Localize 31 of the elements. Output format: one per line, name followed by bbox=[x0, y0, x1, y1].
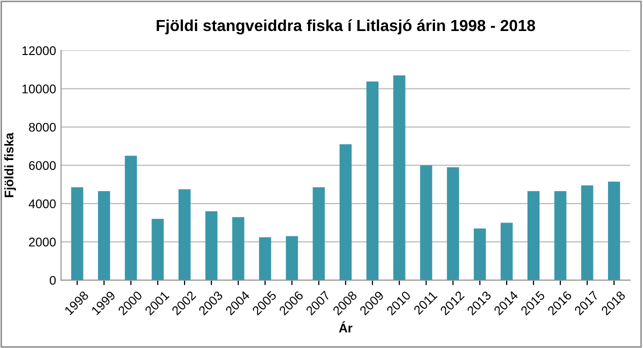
y-tick-label: 8000 bbox=[28, 122, 56, 132]
bar bbox=[608, 182, 620, 280]
bar bbox=[124, 156, 137, 280]
bar bbox=[340, 144, 352, 280]
bar bbox=[205, 211, 218, 280]
bar bbox=[232, 217, 244, 280]
bar bbox=[98, 191, 110, 280]
chart-title: Fjöldi stangveiddra fiska í Litlasjó árin 1998 - 2018 bbox=[156, 19, 536, 34]
bar bbox=[554, 191, 566, 280]
bar bbox=[581, 185, 594, 280]
y-tick-label: 6000 bbox=[29, 161, 56, 170]
bar bbox=[286, 236, 298, 280]
bar bbox=[312, 187, 325, 280]
y-tick-label: 12000 bbox=[22, 46, 56, 56]
bar bbox=[366, 81, 378, 280]
bar bbox=[474, 228, 486, 280]
y-tick-label: 10000 bbox=[22, 84, 56, 94]
bar bbox=[527, 191, 540, 280]
y-tick-label: 4000 bbox=[28, 199, 56, 208]
bar bbox=[500, 222, 513, 280]
y-tick-label: 2000 bbox=[29, 238, 56, 247]
bar bbox=[178, 189, 191, 280]
bar bbox=[446, 167, 460, 280]
bar bbox=[71, 187, 84, 280]
bar bbox=[420, 165, 432, 280]
bar bbox=[259, 237, 272, 280]
y-tick-label: 0 bbox=[50, 276, 56, 285]
bar bbox=[152, 218, 164, 280]
bar bbox=[393, 75, 406, 280]
y-axis-title: Fjöldi fiska bbox=[4, 132, 16, 198]
x-axis-title: Ár bbox=[338, 321, 352, 332]
